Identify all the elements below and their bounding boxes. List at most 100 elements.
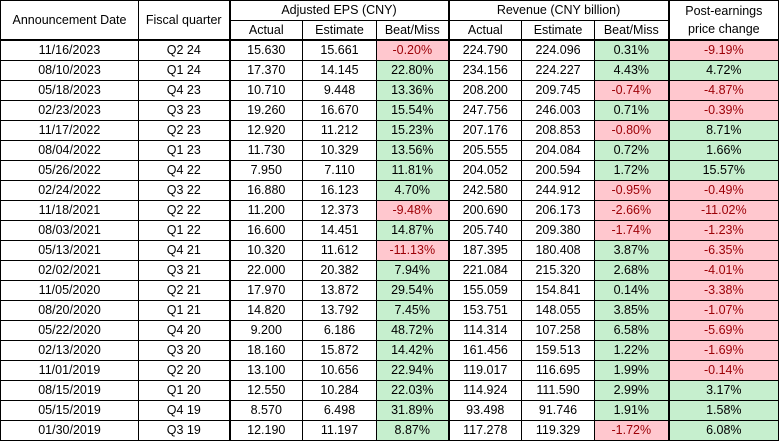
cell-quarter: Q3 22 [138,180,230,201]
cell-eps-estimate: 14.451 [302,220,377,241]
cell-eps-beat-miss: 14.42% [375,340,450,361]
cell-date: 11/18/2021 [0,200,139,221]
cell-eps-estimate: 6.186 [302,320,377,341]
cell-eps-actual: 14.820 [228,300,303,321]
cell-rev-beat-miss: -0.74% [594,80,670,101]
cell-rev-estimate: 244.912 [521,180,596,201]
table-row: 05/13/2021 Q4 21 10.320 11.612 -11.13% 1… [0,240,779,261]
cell-eps-estimate: 16.123 [302,180,377,201]
cell-date: 11/05/2020 [0,280,139,301]
cell-rev-actual: 208.200 [447,80,523,101]
cell-eps-beat-miss: 13.56% [375,140,450,161]
cell-eps-estimate: 10.284 [302,380,377,401]
cell-date: 05/22/2020 [0,320,139,341]
table-row: 05/15/2019 Q4 19 8.570 6.498 31.89% 93.4… [0,400,779,421]
cell-eps-actual: 12.190 [228,420,303,441]
cell-rev-beat-miss: 1.72% [594,160,670,181]
cell-eps-beat-miss: 22.80% [375,60,450,81]
cell-eps-actual: 17.370 [228,60,303,81]
cell-rev-actual: 247.756 [447,100,523,121]
cell-rev-beat-miss: 4.43% [594,60,670,81]
cell-eps-actual: 22.000 [228,260,303,281]
cell-rev-actual: 114.314 [447,320,523,341]
cell-rev-beat-miss: 3.85% [594,300,670,321]
cell-rev-estimate: 208.853 [521,120,596,141]
cell-quarter: Q2 24 [138,39,230,61]
table-row: 08/20/2020 Q1 21 14.820 13.792 7.45% 153… [0,300,779,321]
header-revenue-group: Revenue (CNY billion) [447,0,670,21]
cell-eps-actual: 15.630 [228,39,303,61]
cell-date: 08/15/2019 [0,380,139,401]
cell-price-change: -0.49% [667,180,779,201]
cell-eps-actual: 8.570 [228,400,303,421]
cell-rev-beat-miss: 1.99% [594,360,670,381]
cell-eps-estimate: 6.498 [302,400,377,421]
cell-quarter: Q1 24 [138,60,230,81]
cell-eps-estimate: 12.373 [302,200,377,221]
cell-rev-estimate: 159.513 [521,340,596,361]
header-eps-group: Adjusted EPS (CNY) [228,0,450,21]
cell-eps-beat-miss: -0.20% [375,39,450,61]
header-price-change: Post-earnings price change [667,0,779,41]
cell-price-change: -0.39% [667,100,779,121]
cell-eps-estimate: 10.329 [302,140,377,161]
cell-eps-beat-miss: 22.03% [375,380,450,401]
cell-rev-estimate: 224.227 [521,60,596,81]
cell-rev-actual: 119.017 [447,360,523,381]
cell-quarter: Q4 23 [138,80,230,101]
table-row: 11/18/2021 Q2 22 11.200 12.373 -9.48% 20… [0,200,779,221]
cell-eps-actual: 19.260 [228,100,303,121]
cell-date: 08/20/2020 [0,300,139,321]
table-row: 11/05/2020 Q2 21 17.970 13.872 29.54% 15… [0,280,779,301]
cell-rev-actual: 224.790 [447,39,523,61]
cell-price-change: 3.17% [667,380,779,401]
cell-rev-beat-miss: -0.95% [594,180,670,201]
table-body: 11/16/2023 Q2 24 15.630 15.661 -0.20% 22… [0,39,779,441]
cell-rev-beat-miss: 2.68% [594,260,670,281]
cell-eps-actual: 11.730 [228,140,303,161]
cell-price-change: 1.58% [667,400,779,421]
cell-eps-estimate: 15.661 [302,39,377,61]
table-row: 02/13/2020 Q3 20 18.160 15.872 14.42% 16… [0,340,779,361]
cell-eps-estimate: 13.872 [302,280,377,301]
cell-quarter: Q3 21 [138,260,230,281]
cell-rev-estimate: 246.003 [521,100,596,121]
cell-rev-estimate: 116.695 [521,360,596,381]
cell-quarter: Q1 20 [138,380,230,401]
cell-date: 11/17/2022 [0,120,139,141]
cell-price-change: -4.87% [667,80,779,101]
cell-rev-estimate: 224.096 [521,39,596,61]
cell-eps-beat-miss: 11.81% [375,160,450,181]
cell-rev-beat-miss: 0.14% [594,280,670,301]
cell-price-change: -1.07% [667,300,779,321]
cell-rev-beat-miss: -0.80% [594,120,670,141]
cell-price-change: -0.14% [667,360,779,381]
cell-price-change: 15.57% [667,160,779,181]
table-row: 08/03/2021 Q1 22 16.600 14.451 14.87% 20… [0,220,779,241]
cell-eps-actual: 12.920 [228,120,303,141]
cell-eps-estimate: 15.872 [302,340,377,361]
header-eps-estimate: Estimate [302,20,377,41]
cell-eps-estimate: 10.656 [302,360,377,381]
header-rev-actual: Actual [447,20,523,41]
table-row: 08/15/2019 Q1 20 12.550 10.284 22.03% 11… [0,380,779,401]
cell-date: 01/30/2019 [0,420,139,441]
cell-date: 02/24/2022 [0,180,139,201]
cell-rev-beat-miss: 6.58% [594,320,670,341]
header-rev-beat-miss: Beat/Miss [594,20,670,41]
cell-quarter: Q4 21 [138,240,230,261]
table-row: 08/10/2023 Q1 24 17.370 14.145 22.80% 23… [0,60,779,81]
cell-rev-estimate: 206.173 [521,200,596,221]
cell-eps-estimate: 13.792 [302,300,377,321]
cell-eps-estimate: 14.145 [302,60,377,81]
cell-rev-beat-miss: 0.31% [594,39,670,61]
cell-rev-beat-miss: -1.74% [594,220,670,241]
cell-quarter: Q4 22 [138,160,230,181]
cell-rev-actual: 204.052 [447,160,523,181]
cell-eps-beat-miss: 15.54% [375,100,450,121]
cell-eps-actual: 10.710 [228,80,303,101]
cell-date: 08/04/2022 [0,140,139,161]
cell-eps-actual: 7.950 [228,160,303,181]
cell-eps-beat-miss: -9.48% [375,200,450,221]
cell-rev-actual: 117.278 [447,420,523,441]
